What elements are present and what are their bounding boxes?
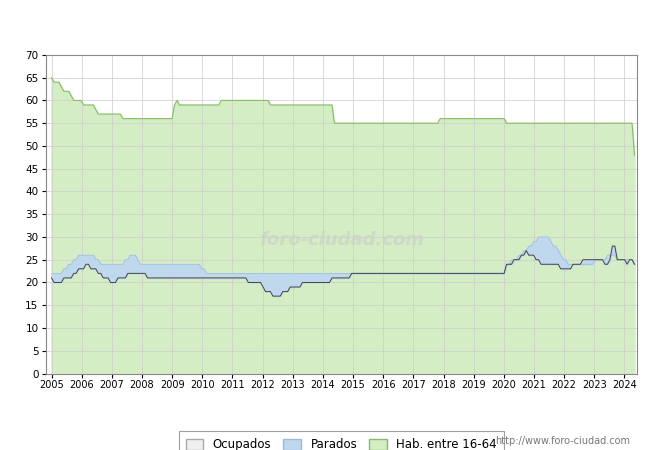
Text: http://www.foro-ciudad.com: http://www.foro-ciudad.com [495,436,630,446]
Text: Cabó - Evolucion de la poblacion en edad de Trabajar Mayo de 2024: Cabó - Evolucion de la poblacion en edad… [76,8,574,24]
Legend: Ocupados, Parados, Hab. entre 16-64: Ocupados, Parados, Hab. entre 16-64 [179,431,504,450]
Text: foro-ciudad.com: foro-ciudad.com [259,231,424,249]
